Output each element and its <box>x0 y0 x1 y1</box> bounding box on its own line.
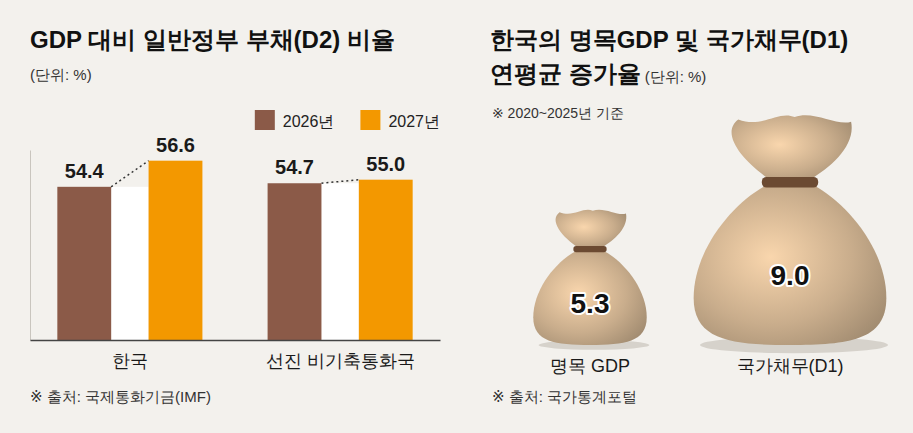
title: 한국의 명목GDP 및 국가채무(D1) <box>490 26 848 53</box>
bag-body <box>694 185 887 345</box>
category-label: 명목 GDP <box>550 356 630 376</box>
connector <box>111 161 148 187</box>
bar <box>359 180 413 340</box>
bag <box>533 210 646 345</box>
legend-swatch <box>255 110 275 130</box>
data-label: 54.4 <box>65 160 105 182</box>
legend: 2026년 2027년 <box>255 110 440 130</box>
connector <box>321 180 358 184</box>
bar <box>268 183 322 340</box>
bar <box>149 161 203 340</box>
canvas-svg: GDP 대비 일반정부 부채(D2) 비율 (단위: %) 2026년 2027년 54… <box>0 0 913 433</box>
subtitle: (단위: %) <box>645 68 707 85</box>
source: ※ 출처: 국제통화기금(IMF) <box>30 388 211 405</box>
bag-tuft <box>556 210 627 248</box>
legend-label: 2026년 <box>283 113 335 130</box>
bar <box>57 187 111 340</box>
bags <box>533 115 888 353</box>
category-label: 국가채무(D1) <box>737 356 844 376</box>
background <box>0 0 913 433</box>
bag <box>694 115 887 345</box>
gap-band <box>111 187 148 340</box>
note: ※ 2020~2025년 기준 <box>492 105 624 121</box>
bag-panel: 한국의 명목GDP 및 국가채무(D1) 연평균 증가율(단위: %) ※ 2020… <box>490 26 888 405</box>
subtitle: (단위: %) <box>30 66 92 83</box>
data-label: 5.3 <box>571 288 610 319</box>
legend-label: 2027년 <box>388 113 440 130</box>
x-tick: 선진 비기축통화국 <box>266 340 415 371</box>
chart-root: GDP 대비 일반정부 부채(D2) 비율 (단위: %) 2026년 2027년 54… <box>0 0 913 433</box>
y-axis-line <box>30 151 31 341</box>
x-tick-label: 한국 <box>112 351 148 371</box>
bag-tie <box>573 246 606 252</box>
legend-item: 2026년 <box>255 110 335 130</box>
source: ※ 출처: 국가통계포털 <box>492 388 637 405</box>
y-axis <box>30 151 31 341</box>
x-tick-label: 선진 비기축통화국 <box>266 351 415 371</box>
x-tick: 한국 <box>112 340 148 371</box>
gap-band <box>321 183 358 340</box>
bars <box>57 161 412 340</box>
data-labels: 54.4 54.7 56.6 55.0 <box>65 134 405 182</box>
bar-panel: GDP 대비 일반정부 부채(D2) 비율 (단위: %) 2026년 2027년 54… <box>30 26 441 405</box>
legend-swatch <box>360 110 380 130</box>
bag-body <box>533 251 646 345</box>
bag-tie <box>762 177 818 188</box>
legend-item: 2027년 <box>360 110 440 130</box>
data-label: 55.0 <box>366 153 405 175</box>
data-label: 9.0 <box>771 260 810 291</box>
data-label: 54.7 <box>275 156 314 178</box>
x-axis-line <box>31 340 441 342</box>
bag-tuft <box>732 115 852 180</box>
title: GDP 대비 일반정부 부채(D2) 비율 <box>30 26 395 53</box>
x-axis: 한국 선진 비기축통화국 <box>31 340 441 371</box>
title: 연평균 증가율 <box>490 60 641 87</box>
data-label: 56.6 <box>156 134 195 156</box>
